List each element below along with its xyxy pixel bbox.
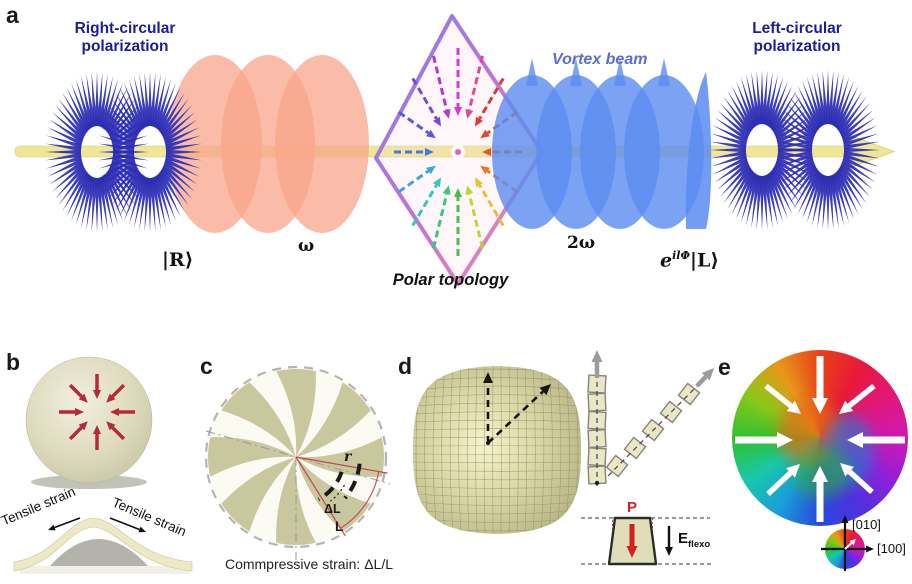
laser-beam [14, 133, 896, 170]
polar-topology-plate [374, 14, 544, 286]
ket-r-label: |R⟩ [162, 249, 194, 271]
tensile-strain-left-label: Tensile strain [0, 483, 78, 529]
axis-010-label: [010] [852, 517, 881, 532]
length-annotation: L [335, 519, 344, 534]
phase-base: e [660, 249, 673, 272]
omega-label: ω [298, 236, 315, 256]
ket-l: |L⟩ [690, 249, 720, 272]
phase-superscript: ilΦ [672, 249, 691, 262]
unit-cell-diagonal-chain [605, 368, 714, 478]
unit-cell-column [587, 350, 607, 486]
axis-100-label: [100] [877, 541, 906, 556]
field-symbol: E [678, 530, 689, 547]
panel-label-b: b [6, 349, 21, 375]
field-subscript: flexo [688, 539, 711, 550]
right-circular-polarization-fan [45, 72, 202, 232]
pinwheel-disk [204, 365, 391, 560]
tensile-strain-right-label: Tensile strain [110, 494, 189, 540]
delta-l-annotation: ΔL [324, 502, 341, 516]
membrane-disk [25, 356, 153, 489]
vortex-beam-title: Vortex beam [552, 51, 648, 68]
polarization-p-label: P [627, 499, 638, 516]
vortex-beam-blades [492, 58, 712, 229]
left-circular-title: Left-circular polarization [752, 20, 842, 55]
panel-label-c: c [200, 353, 213, 379]
domain-patch-green [792, 446, 850, 498]
radius-annotation: r [344, 449, 352, 465]
strained-dome [413, 366, 581, 534]
flexo-field-label: Eflexo [678, 530, 710, 550]
panel-label-d: d [398, 353, 413, 379]
ket-l-phase-label: eilΦ|L⟩ [660, 249, 719, 271]
polar-vector-map [732, 350, 908, 526]
compressive-strain-caption: Commpressive strain: ΔL/L [224, 556, 394, 572]
inward-strain-arrows [59, 374, 135, 450]
two-omega-label: 2ω [567, 233, 596, 253]
polar-topology-label: Polar topology [392, 271, 509, 289]
panel-label-e: e [718, 354, 731, 380]
panel-label-a: a [6, 2, 19, 28]
right-circular-title: Right-circular polarization [74, 20, 176, 55]
left-circular-polarization-fan [710, 70, 880, 230]
orientation-color-wheel [825, 529, 865, 569]
fundamental-beam-disks [168, 55, 369, 233]
polar-topology-arrows [394, 48, 522, 256]
